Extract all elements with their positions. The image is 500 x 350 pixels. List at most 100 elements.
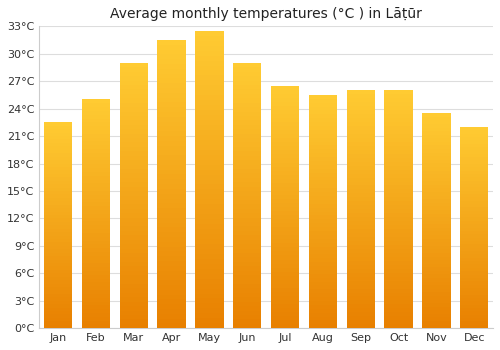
Bar: [384, 162, 412, 166]
Bar: [120, 222, 148, 226]
Bar: [44, 146, 72, 150]
Bar: [233, 156, 262, 160]
Bar: [346, 249, 375, 253]
Bar: [422, 296, 450, 300]
Bar: [460, 248, 488, 251]
Bar: [82, 198, 110, 202]
Bar: [384, 201, 412, 205]
Bar: [82, 157, 110, 160]
Bar: [460, 224, 488, 228]
Bar: [82, 191, 110, 195]
Bar: [384, 90, 412, 94]
Bar: [44, 150, 72, 153]
Bar: [346, 245, 375, 249]
Bar: [422, 138, 450, 142]
Bar: [158, 45, 186, 50]
Bar: [384, 158, 412, 162]
Bar: [384, 170, 412, 174]
Bar: [233, 80, 262, 85]
Bar: [346, 261, 375, 265]
Bar: [460, 147, 488, 150]
Bar: [158, 323, 186, 328]
Bar: [233, 76, 262, 80]
Bar: [82, 164, 110, 168]
Bar: [196, 234, 224, 239]
Bar: [44, 160, 72, 163]
Bar: [422, 231, 450, 235]
Bar: [233, 120, 262, 125]
Bar: [460, 150, 488, 154]
Bar: [308, 141, 337, 146]
Bar: [460, 254, 488, 258]
Bar: [422, 153, 450, 156]
Bar: [44, 163, 72, 167]
Bar: [233, 72, 262, 76]
Bar: [158, 218, 186, 223]
Bar: [82, 176, 110, 180]
Bar: [233, 324, 262, 328]
Bar: [233, 169, 262, 173]
Bar: [384, 150, 412, 154]
Bar: [346, 166, 375, 170]
Bar: [44, 236, 72, 239]
Bar: [271, 90, 300, 94]
Bar: [422, 242, 450, 246]
Bar: [44, 311, 72, 314]
Bar: [233, 63, 262, 67]
Bar: [460, 322, 488, 325]
Bar: [44, 256, 72, 260]
Bar: [44, 126, 72, 129]
Bar: [158, 54, 186, 59]
Bar: [82, 305, 110, 309]
Bar: [271, 227, 300, 231]
Bar: [82, 264, 110, 267]
Bar: [308, 219, 337, 223]
Bar: [120, 72, 148, 76]
Bar: [196, 85, 224, 90]
Bar: [346, 146, 375, 150]
Bar: [158, 64, 186, 69]
Bar: [422, 282, 450, 285]
Bar: [82, 122, 110, 126]
Bar: [422, 264, 450, 267]
Bar: [44, 122, 72, 126]
Bar: [422, 127, 450, 131]
Bar: [308, 130, 337, 134]
Bar: [308, 146, 337, 149]
Bar: [233, 67, 262, 72]
Bar: [460, 137, 488, 140]
Bar: [158, 40, 186, 45]
Bar: [196, 41, 224, 46]
Bar: [158, 194, 186, 198]
Bar: [460, 194, 488, 197]
Bar: [271, 239, 300, 243]
Bar: [384, 142, 412, 146]
Bar: [384, 122, 412, 126]
Bar: [384, 106, 412, 110]
Bar: [196, 239, 224, 244]
Bar: [384, 304, 412, 308]
Bar: [271, 223, 300, 227]
Bar: [271, 243, 300, 247]
Bar: [460, 127, 488, 130]
Bar: [233, 204, 262, 209]
Bar: [44, 273, 72, 277]
Bar: [271, 86, 300, 90]
Bar: [158, 295, 186, 299]
Bar: [384, 324, 412, 328]
Bar: [44, 229, 72, 232]
Bar: [346, 158, 375, 162]
Bar: [158, 189, 186, 194]
Bar: [82, 321, 110, 324]
Bar: [346, 154, 375, 158]
Bar: [308, 114, 337, 118]
Bar: [196, 164, 224, 170]
Bar: [158, 150, 186, 155]
Bar: [271, 288, 300, 292]
Bar: [346, 110, 375, 114]
Bar: [158, 203, 186, 208]
Bar: [346, 186, 375, 189]
Bar: [271, 316, 300, 320]
Bar: [422, 321, 450, 324]
Bar: [308, 106, 337, 111]
